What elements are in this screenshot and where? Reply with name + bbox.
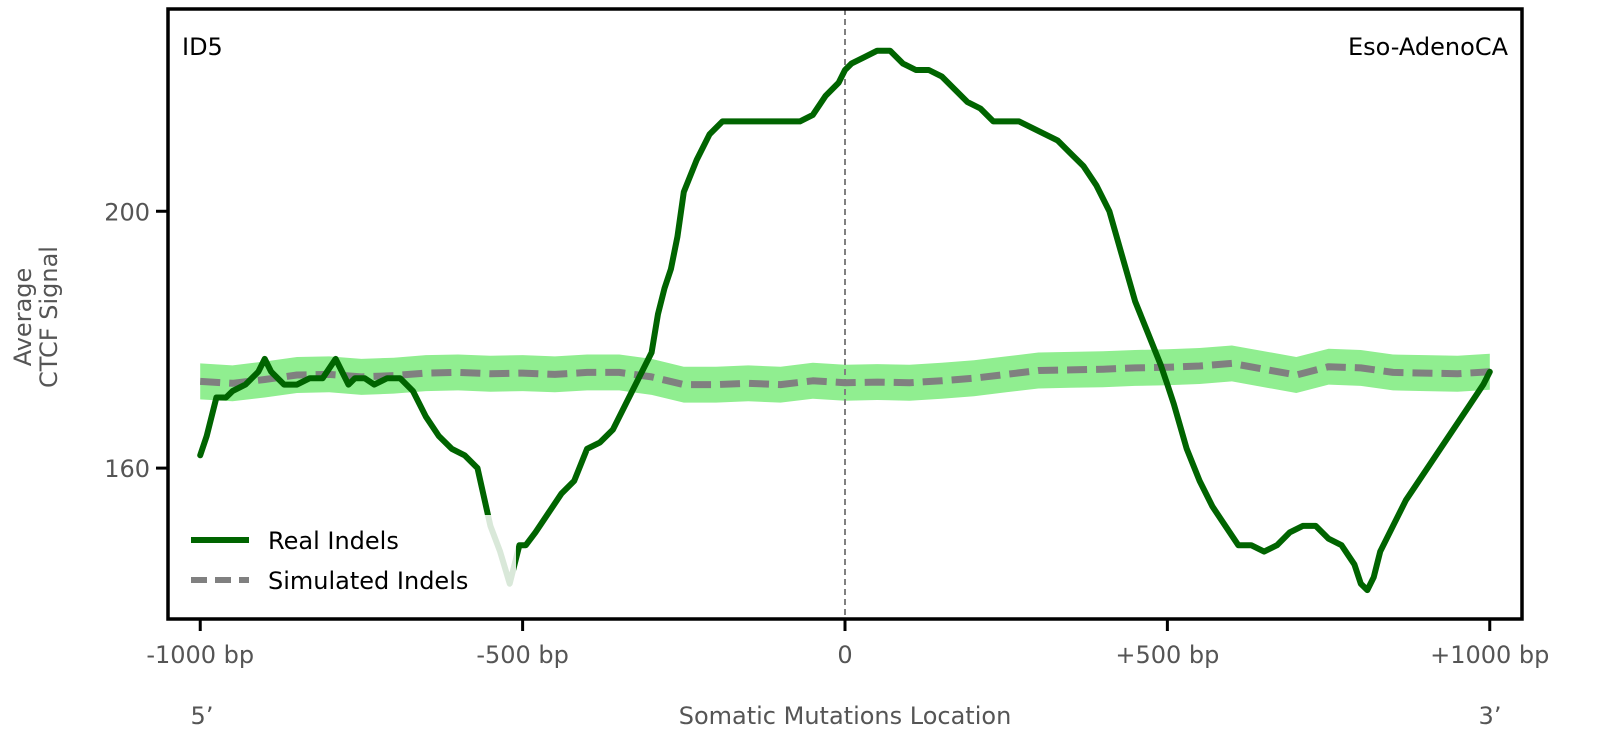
panel-label-right: Eso-AdenoCA	[1348, 33, 1509, 61]
x-end-label-3prime: 3’	[1479, 702, 1502, 730]
series-line-real-indels	[197, 47, 1493, 594]
legend-label-real: Real Indels	[268, 527, 399, 555]
y-tick-label: 160	[104, 455, 150, 483]
tick-layer: -1000 bp -500 bp 0 +500 bp +1000 bp 160 200	[104, 198, 1549, 669]
x-tick-label: +1000 bp	[1430, 641, 1549, 669]
legend-background	[176, 515, 516, 605]
x-tick-label: -500 bp	[476, 641, 569, 669]
x-axis-title: Somatic Mutations Location	[679, 702, 1012, 730]
x-end-label-5prime: 5’	[191, 702, 214, 730]
y-axis-title-line1: Average	[9, 268, 37, 367]
legend-label-simulated: Simulated Indels	[268, 567, 468, 595]
y-tick-label: 200	[104, 198, 150, 226]
series-layer	[197, 47, 1493, 594]
x-tick-label: -1000 bp	[146, 641, 254, 669]
x-tick-label: +500 bp	[1115, 641, 1219, 669]
y-axis-title-line2: CTCF Signal	[35, 246, 63, 388]
series-line-simulated-indels	[199, 359, 1491, 389]
legend: Real Indels Simulated Indels	[176, 515, 516, 605]
panel-label-left: ID5	[182, 33, 223, 61]
x-tick-label: 0	[837, 641, 852, 669]
